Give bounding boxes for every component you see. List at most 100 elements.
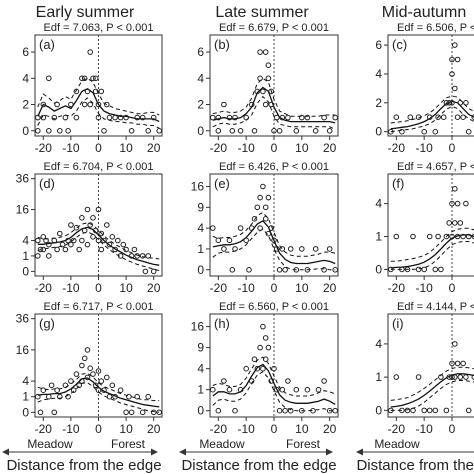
data-point bbox=[109, 382, 116, 389]
data-point bbox=[123, 114, 129, 121]
data-point bbox=[112, 393, 118, 400]
data-point bbox=[454, 200, 461, 207]
x-tick-label: -20 bbox=[210, 422, 228, 436]
y-tick-label: 16 bbox=[16, 203, 30, 217]
edf-annotation: Edf = 6.426, P < 0.001 bbox=[219, 161, 329, 173]
data-point bbox=[254, 88, 261, 95]
data-point bbox=[460, 114, 466, 120]
data-point bbox=[79, 75, 85, 82]
x-tick-label: 10 bbox=[119, 141, 133, 155]
y-tick-label: 4 bbox=[375, 337, 382, 351]
data-point bbox=[221, 246, 227, 252]
data-point bbox=[145, 253, 151, 259]
data-point bbox=[452, 186, 458, 192]
data-point bbox=[54, 387, 60, 394]
data-point bbox=[95, 101, 102, 108]
y-tick-label: 4 bbox=[22, 374, 29, 388]
data-point bbox=[221, 101, 227, 108]
x-axis-title: Distance from the edge bbox=[356, 457, 474, 474]
data-point bbox=[46, 128, 52, 134]
data-point bbox=[81, 101, 88, 108]
data-point bbox=[287, 246, 294, 252]
data-point bbox=[65, 393, 71, 400]
data-point bbox=[95, 114, 102, 121]
data-point bbox=[57, 393, 63, 400]
y-tick-label: 1 bbox=[197, 383, 204, 397]
arrow-left-head bbox=[356, 448, 363, 456]
data-point bbox=[112, 114, 118, 121]
x-tick-label: 20 bbox=[147, 141, 161, 155]
forest-label: Forest bbox=[111, 437, 146, 451]
data-point bbox=[142, 268, 149, 275]
x-tick-label: 0 bbox=[271, 141, 278, 155]
data-point bbox=[139, 114, 146, 121]
data-point bbox=[426, 407, 433, 414]
data-point bbox=[104, 101, 110, 108]
panel-h: Edf = 6.560, P < 0.001 (h) 0 1 4 9 16 -20 -10 0 10… bbox=[191, 301, 339, 436]
y-tick-label: 6 bbox=[375, 38, 382, 52]
y-tick-label: 4 bbox=[197, 362, 204, 376]
data-point bbox=[449, 374, 455, 380]
data-point bbox=[237, 386, 244, 393]
data-point bbox=[90, 75, 96, 82]
data-point bbox=[465, 407, 472, 414]
ci-lower-line bbox=[212, 95, 336, 130]
data-point bbox=[276, 128, 283, 134]
data-point bbox=[104, 222, 110, 228]
data-point bbox=[393, 374, 400, 380]
data-point bbox=[109, 234, 116, 240]
data-point bbox=[48, 382, 55, 389]
data-point bbox=[399, 128, 405, 135]
data-point bbox=[101, 387, 107, 394]
data-point bbox=[150, 409, 157, 416]
ci-lower-line bbox=[37, 382, 160, 413]
data-point bbox=[87, 49, 93, 55]
data-point bbox=[449, 100, 455, 106]
data-point bbox=[101, 237, 107, 244]
data-point bbox=[51, 237, 58, 244]
edf-annotation: Edf = 6.679, P < 0.001 bbox=[219, 22, 329, 34]
data-point bbox=[35, 237, 41, 244]
data-point bbox=[279, 246, 286, 252]
data-point bbox=[268, 88, 275, 95]
y-tick-label: 4 bbox=[197, 221, 204, 235]
x-tick-label: 20 bbox=[323, 422, 337, 436]
data-point bbox=[221, 378, 227, 384]
data-point bbox=[40, 101, 47, 108]
y-tick-label: 16 bbox=[191, 320, 205, 334]
data-point bbox=[438, 374, 444, 380]
data-point bbox=[65, 237, 71, 244]
data-point bbox=[145, 393, 151, 400]
data-point bbox=[79, 362, 85, 369]
data-point bbox=[139, 253, 146, 259]
data-point bbox=[139, 409, 146, 416]
x-axis-caption-autumn: Meadow Distance from the edge bbox=[356, 437, 474, 474]
data-point bbox=[438, 266, 444, 273]
data-point bbox=[65, 128, 71, 134]
data-point bbox=[285, 114, 291, 121]
data-point bbox=[463, 374, 469, 380]
data-point bbox=[43, 237, 49, 244]
data-point bbox=[304, 114, 311, 121]
data-point bbox=[210, 386, 216, 393]
data-point bbox=[248, 101, 255, 108]
data-point bbox=[84, 206, 91, 213]
data-point bbox=[92, 75, 99, 82]
data-point bbox=[104, 374, 110, 381]
data-point bbox=[232, 114, 238, 121]
fitted-line bbox=[212, 363, 336, 405]
edf-annotation: Edf = 6.717, P < 0.001 bbox=[44, 301, 154, 313]
y-tick-label: 2 bbox=[197, 98, 204, 112]
data-point bbox=[457, 374, 464, 380]
x-tick-label: -10 bbox=[238, 281, 256, 295]
data-point bbox=[79, 237, 85, 244]
data-point bbox=[128, 128, 135, 134]
data-point bbox=[87, 365, 93, 372]
data-point bbox=[426, 233, 433, 240]
y-tick-label: 2 bbox=[22, 98, 29, 112]
data-point bbox=[299, 114, 305, 121]
data-point bbox=[92, 382, 99, 389]
data-point bbox=[215, 114, 222, 121]
data-point bbox=[282, 407, 288, 414]
